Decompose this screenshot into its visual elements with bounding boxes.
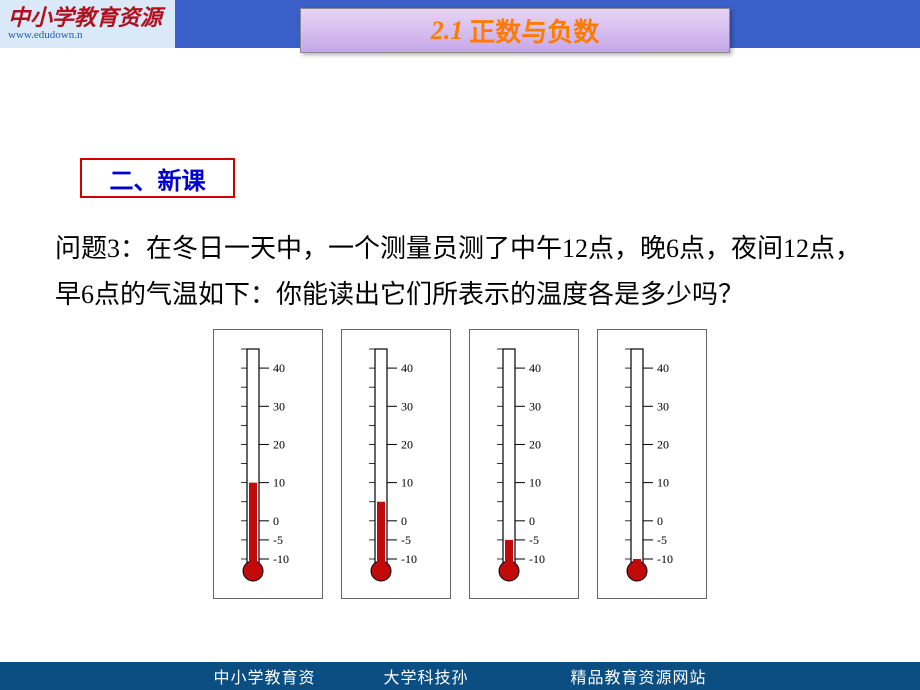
svg-text:0: 0 bbox=[529, 514, 535, 528]
svg-text:40: 40 bbox=[657, 361, 669, 375]
question-text: 问题3：在冬日一天中，一个测量员测了中午12点，晚6点，夜间12点，早6点的气温… bbox=[55, 226, 870, 317]
thermometer-3: 40 30 20 10 0 -5 -10 bbox=[469, 329, 579, 599]
thermometer-2: 40 30 20 10 0 -5 -10 bbox=[341, 329, 451, 599]
svg-text:20: 20 bbox=[529, 437, 541, 451]
svg-text:10: 10 bbox=[401, 476, 413, 490]
section-label: 二、新课 bbox=[80, 158, 235, 198]
footer-text: 中小学教育资 大学科技孙 精品教育资源网站 bbox=[213, 664, 706, 688]
logo-url: www.edudown.n bbox=[8, 29, 175, 41]
svg-text:0: 0 bbox=[273, 514, 279, 528]
logo-script: 中小学教育资源 bbox=[8, 7, 175, 29]
svg-text:30: 30 bbox=[657, 399, 669, 413]
svg-text:-5: -5 bbox=[401, 533, 411, 547]
svg-text:10: 10 bbox=[273, 476, 285, 490]
thermometer-1: 40 30 20 10 0 -5 -10 bbox=[213, 329, 323, 599]
svg-text:30: 30 bbox=[401, 399, 413, 413]
footer-bar: 中小学教育资 大学科技孙 精品教育资源网站 bbox=[0, 662, 920, 690]
svg-text:-5: -5 bbox=[273, 533, 283, 547]
svg-text:20: 20 bbox=[273, 437, 285, 451]
thermometer-row: 40 30 20 10 0 -5 -10 40 30 20 10 0 -5 -10 40 30 20 10 0 -… bbox=[0, 329, 920, 599]
svg-text:-5: -5 bbox=[529, 533, 539, 547]
svg-text:20: 20 bbox=[401, 437, 413, 451]
thermometer-4: 40 30 20 10 0 -5 -10 bbox=[597, 329, 707, 599]
svg-text:-10: -10 bbox=[529, 552, 545, 566]
chapter-title: 2.1 正数与负数 bbox=[300, 8, 730, 53]
svg-text:-10: -10 bbox=[401, 552, 417, 566]
svg-text:-10: -10 bbox=[273, 552, 289, 566]
svg-text:10: 10 bbox=[529, 476, 541, 490]
svg-text:-10: -10 bbox=[657, 552, 673, 566]
svg-text:40: 40 bbox=[529, 361, 541, 375]
svg-text:0: 0 bbox=[401, 514, 407, 528]
svg-text:30: 30 bbox=[529, 399, 541, 413]
svg-text:0: 0 bbox=[657, 514, 663, 528]
svg-text:20: 20 bbox=[657, 437, 669, 451]
svg-text:10: 10 bbox=[657, 476, 669, 490]
svg-text:40: 40 bbox=[273, 361, 285, 375]
svg-text:30: 30 bbox=[273, 399, 285, 413]
title-text: 正数与负数 bbox=[469, 12, 599, 49]
logo-area: 中小学教育资源 www.edudown.n bbox=[0, 0, 175, 48]
svg-text:40: 40 bbox=[401, 361, 413, 375]
svg-text:-5: -5 bbox=[657, 533, 667, 547]
title-number: 2.1 bbox=[431, 16, 464, 46]
